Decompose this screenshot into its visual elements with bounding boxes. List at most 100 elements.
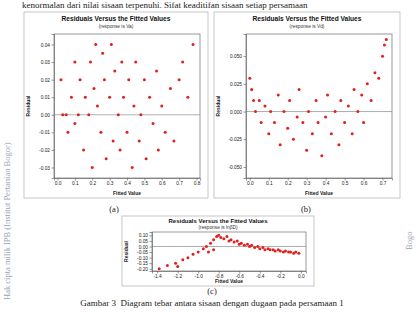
x-tick-label: -1.4 (153, 274, 162, 279)
y-tick-mark (150, 269, 153, 270)
y-tick: 0.000 (230, 110, 246, 115)
x-tick: 0.1 (72, 178, 79, 186)
x-axis-line (247, 179, 393, 181)
point (298, 88, 301, 91)
point (186, 256, 189, 259)
y-tick-mark (52, 80, 55, 81)
y-tick: -0.15 (137, 261, 152, 266)
y-tick-label: 0.03 (41, 60, 51, 65)
y-tick-label: -0.10 (137, 256, 148, 261)
point (139, 113, 142, 116)
point (132, 105, 135, 108)
point (157, 148, 160, 151)
point (172, 140, 175, 143)
point (92, 87, 95, 90)
point (250, 244, 253, 247)
point (207, 251, 210, 254)
point (258, 247, 261, 250)
subtitle: (response is Va) (99, 24, 134, 29)
point (164, 131, 167, 134)
y-tick-mark (52, 150, 55, 151)
point (279, 143, 282, 146)
point (110, 43, 113, 46)
x-tick-mark (179, 178, 180, 181)
x-tick: 0.2 (89, 178, 96, 186)
point (269, 110, 272, 113)
plot-frame (54, 34, 200, 178)
x-tick: -0.4 (256, 271, 265, 279)
point (112, 140, 115, 143)
x-tick: -1.4 (153, 271, 162, 279)
point (87, 113, 90, 116)
point (212, 238, 215, 241)
point (176, 265, 179, 268)
point (330, 132, 333, 135)
y-tick-label: 0.02 (41, 78, 51, 83)
x-tick-label: 0.5 (342, 181, 349, 186)
point (120, 61, 123, 64)
x-tick-mark (197, 178, 198, 181)
point (152, 122, 155, 125)
x-tick: 0.4 (124, 178, 131, 186)
point (158, 267, 161, 270)
x-tick: 0.5 (342, 178, 349, 186)
x-tick-label: -0.4 (256, 274, 265, 279)
y-tick-mark (52, 132, 55, 133)
x-tick: 0.0 (247, 178, 254, 186)
title: Residuals Versus the Fitted Values (168, 218, 268, 224)
marks (246, 38, 392, 157)
x-tick: -1.0 (195, 271, 204, 279)
point (61, 113, 64, 116)
plot-frame (246, 34, 392, 178)
x-tick: 0.4 (323, 178, 330, 186)
point (181, 61, 184, 64)
x-tick-mark (239, 271, 240, 274)
subtitle: (response is Vd) (290, 24, 325, 29)
x-axis-line (55, 179, 201, 181)
x-tick: 0.3 (107, 178, 114, 186)
point (301, 121, 304, 124)
y-tick-label: -0.15 (137, 261, 148, 266)
point (250, 88, 253, 91)
plot: -1.4-1.2-1.0-0.8-0.6-0.4-0.20.0-0.20-0.1… (137, 232, 306, 279)
x-tick-label: 0.4 (124, 181, 131, 186)
x-axis: 0.00.10.20.30.40.50.60.7 (247, 178, 393, 186)
point (73, 122, 76, 125)
y-tick: -0.025 (228, 137, 246, 142)
y-tick-mark (150, 235, 153, 236)
x-axis-title: Fitted Value (305, 190, 333, 196)
point (254, 110, 257, 113)
y-tick: 0.04 (41, 43, 54, 48)
y-tick-label: -0.03 (39, 165, 50, 170)
point (209, 242, 212, 245)
point (222, 237, 225, 240)
point (289, 251, 292, 254)
point (347, 105, 350, 108)
x-tick-label: -1.0 (195, 274, 204, 279)
y-tick-label: -0.01 (39, 130, 50, 135)
x-tick: 0.0 (298, 271, 305, 279)
subtitle: (response is lnβD) (198, 225, 237, 230)
x-tick: 0.1 (266, 178, 273, 186)
x-tick-label: 0.0 (298, 274, 305, 279)
point (84, 96, 87, 99)
y-tick-mark (52, 62, 55, 63)
y-tick-label: -0.20 (137, 267, 148, 272)
y-tick-label: 0.050 (230, 54, 242, 59)
point (324, 116, 327, 119)
point (334, 110, 337, 113)
x-tick-label: 0.0 (55, 181, 62, 186)
x-tick-mark (269, 178, 270, 181)
point (360, 93, 363, 96)
y-tick-label: 0.00 (41, 113, 51, 118)
y-tick-mark (244, 112, 247, 113)
point (320, 154, 323, 157)
y-tick-mark (150, 263, 153, 264)
x-tick-mark (75, 178, 76, 181)
point (370, 99, 373, 102)
x-tick: 0.6 (361, 178, 368, 186)
y-tick: 0.050 (230, 54, 246, 59)
point (273, 121, 276, 124)
x-tick: -0.2 (277, 271, 286, 279)
x-tick-label: 0.0 (247, 181, 254, 186)
